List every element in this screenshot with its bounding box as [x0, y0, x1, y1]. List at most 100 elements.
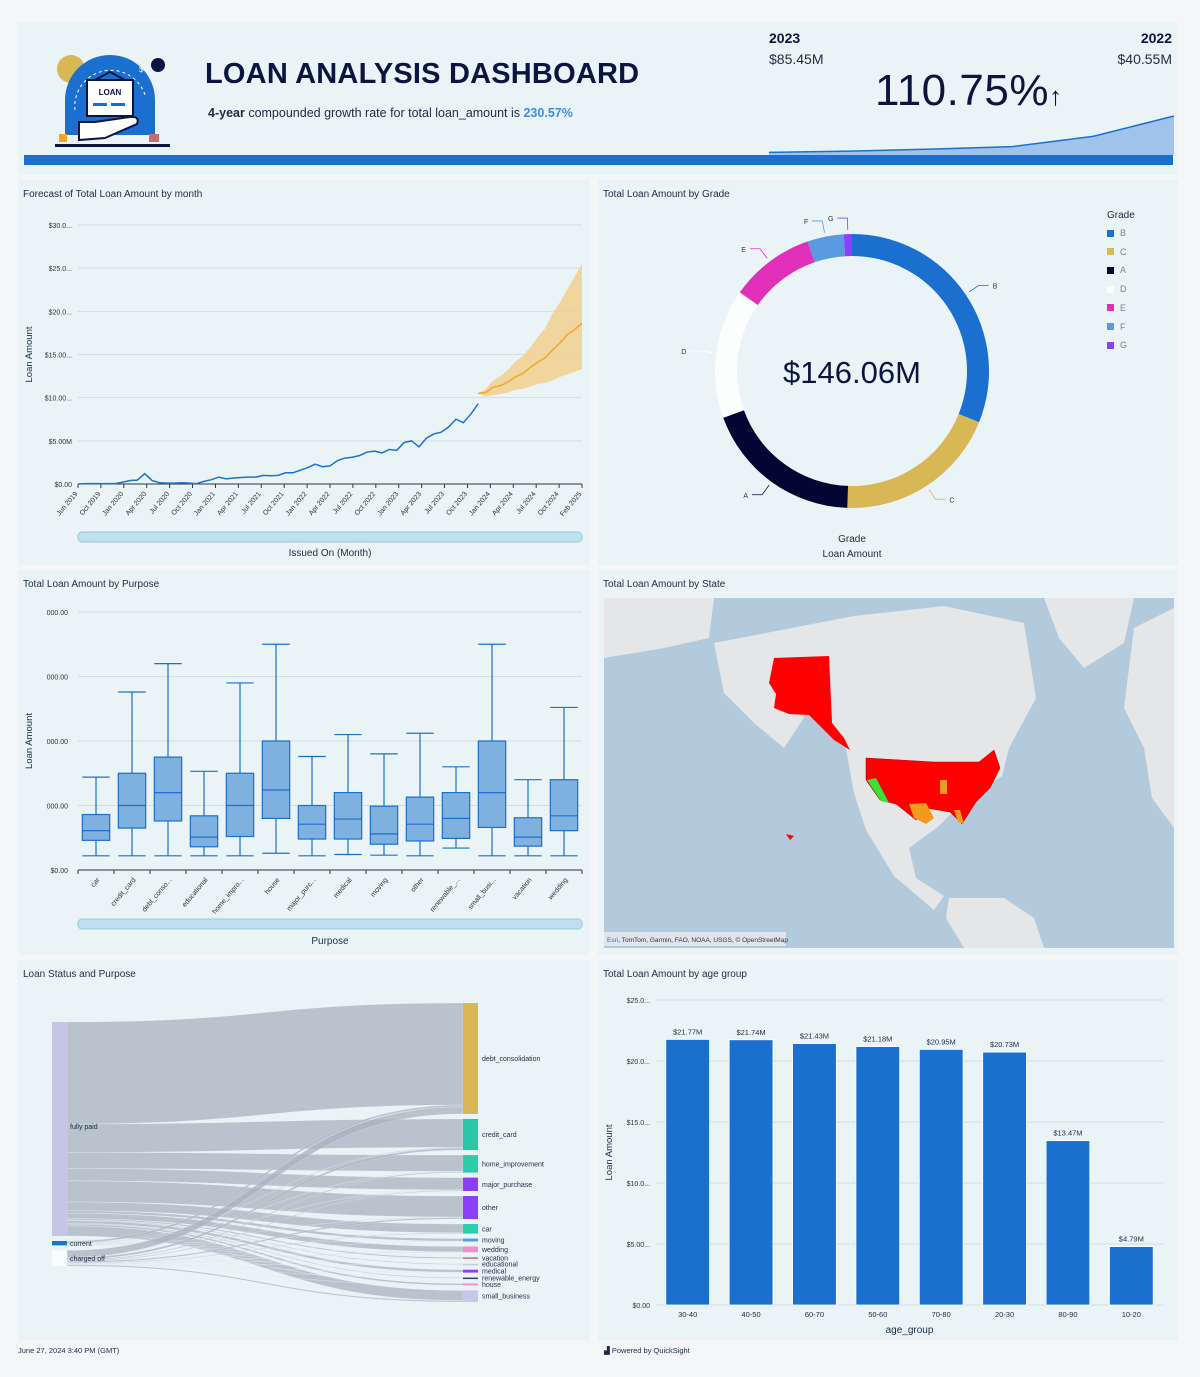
donut-x-label: Grade	[838, 534, 866, 545]
status-sankey-chart[interactable]: fully paid current charged off debt_consoli…	[18, 960, 590, 1340]
box-other[interactable]	[405, 796, 435, 842]
loan-logo: LOAN $	[55, 55, 170, 147]
box-credit_card[interactable]	[117, 772, 147, 829]
bar-40-50[interactable]	[728, 1039, 774, 1306]
legend-item-C[interactable]: C	[1107, 247, 1127, 257]
x-axis-label: Issued On (Month)	[289, 548, 372, 559]
sankey-target-node[interactable]	[463, 1196, 478, 1220]
sankey-target-label: other	[482, 1205, 499, 1212]
sankey-target-node[interactable]	[463, 1269, 478, 1273]
map-attribution-text: , TomTom, Garmin, FAO, NOAA, USGS, © Ope…	[618, 936, 788, 944]
donut-slice-G[interactable]	[843, 234, 852, 257]
grade-donut-chart[interactable]: B C A D E F G $146.06M Grade Loan Amount	[598, 180, 1098, 565]
donut-slice-E[interactable]	[739, 241, 815, 306]
sankey-target-node[interactable]	[463, 1238, 478, 1242]
x-tick-label: Jul 2021	[240, 491, 262, 516]
sankey-target-label: debt_consolidation	[482, 1056, 540, 1063]
sankey-target-label: major_purchase	[482, 1182, 532, 1189]
sankey-source-node[interactable]	[52, 1241, 67, 1246]
purpose-panel: Total Loan Amount by Purpose $0.00 000.00…	[18, 570, 590, 955]
y-tick-label: $10.0...	[627, 1181, 650, 1188]
legend-item-G[interactable]: G	[1107, 340, 1127, 350]
sankey-target-node[interactable]	[463, 1277, 478, 1280]
sankey-target-node[interactable]	[463, 1290, 478, 1302]
leader-line	[968, 284, 989, 293]
state-florida[interactable]	[954, 810, 964, 824]
state-alaska[interactable]	[769, 656, 850, 750]
range-slider[interactable]	[77, 531, 583, 543]
kpi-change: 110.75%↑	[875, 66, 1062, 116]
box-renewable_...[interactable]	[441, 792, 471, 839]
state-california[interactable]	[867, 778, 889, 803]
age-bar-chart[interactable]: $0.00 $5.00... $10.0... $15.0... $20.0... $25…	[598, 960, 1178, 1340]
box-educational[interactable]	[189, 815, 219, 848]
legend-item-A[interactable]: A	[1107, 265, 1126, 275]
sankey-source-node[interactable]	[52, 1022, 67, 1237]
bar-50-60[interactable]	[855, 1046, 901, 1306]
state-illinois[interactable]	[940, 780, 947, 794]
esri-link[interactable]: Esri	[607, 937, 618, 944]
box-moving[interactable]	[369, 805, 399, 845]
donut-slice-C[interactable]	[847, 413, 980, 509]
sankey-source-label: fully paid	[70, 1124, 98, 1131]
bar-10-20[interactable]	[1109, 1246, 1154, 1306]
state-hawaii[interactable]	[786, 834, 794, 840]
header-accent-bar	[24, 155, 1173, 165]
state-map[interactable]: Esri, TomTom, Garmin, FAO, NOAA, USGS, ©…	[604, 598, 1174, 948]
sankey-target-label: moving	[482, 1238, 505, 1245]
sankey-source-node[interactable]	[52, 1250, 67, 1266]
sankey-target-node[interactable]	[463, 1003, 478, 1114]
donut-slice-A[interactable]	[723, 410, 849, 508]
x-tick-label: house	[264, 877, 282, 896]
donut-slice-B[interactable]	[852, 234, 989, 423]
bar-30-40[interactable]	[665, 1039, 710, 1306]
box-debt_conso...[interactable]	[153, 756, 183, 822]
bar-20-30[interactable]	[982, 1051, 1027, 1306]
kpi-current-label: 2023	[769, 30, 801, 46]
sankey-target-node[interactable]	[463, 1224, 478, 1234]
box-vacation[interactable]	[513, 817, 543, 847]
state-texas[interactable]	[909, 803, 934, 824]
sankey-flow	[66, 1118, 464, 1153]
sankey-target-node[interactable]	[463, 1283, 478, 1286]
box-car[interactable]	[81, 813, 111, 841]
x-tick-label: Apr 2020	[125, 491, 149, 517]
bar-80-90[interactable]	[1045, 1140, 1091, 1306]
bar-70-80[interactable]	[918, 1049, 964, 1306]
box-medical[interactable]	[333, 792, 363, 840]
purpose-box-chart[interactable]: $0.00 000.00 000.00 000.00 000.00 car credit_c…	[18, 570, 590, 955]
donut-slice-F[interactable]	[807, 234, 846, 263]
donut-slice-D[interactable]	[715, 292, 758, 418]
sankey-target-node[interactable]	[463, 1263, 478, 1266]
powered-by-text: Powered by QuickSight	[611, 1346, 690, 1355]
leader-line	[837, 217, 849, 231]
box-small_busi...[interactable]	[477, 740, 507, 829]
x-tick-label: 30-40	[678, 1310, 697, 1319]
box-house[interactable]	[261, 740, 291, 820]
sankey-target-node[interactable]	[463, 1257, 478, 1259]
donut-total: $146.06M	[783, 355, 921, 390]
grade-title: Total Loan Amount by Grade	[603, 189, 730, 200]
x-tick-label: Apr 2022	[308, 491, 332, 517]
sankey-flow	[66, 1152, 464, 1172]
header-panel: LOAN $ LOAN ANALYSIS DASHBOARD 4-year co…	[18, 22, 1178, 175]
legend-item-F[interactable]: F	[1107, 322, 1126, 332]
status-title: Loan Status and Purpose	[23, 969, 136, 980]
bar-data-label: $21.74M	[736, 1028, 765, 1037]
x-tick-label: Apr 2024	[491, 491, 515, 517]
sankey-target-node[interactable]	[463, 1177, 478, 1192]
forecast-chart[interactable]: $0.00 $5.00M $10.00... $15.00... $20.0... $25…	[18, 180, 590, 565]
legend-label: C	[1120, 246, 1127, 257]
box-major_purc...[interactable]	[297, 804, 327, 840]
y-tick-label: $20.0...	[627, 1059, 650, 1066]
bar-60-70[interactable]	[792, 1043, 837, 1306]
sankey-target-node[interactable]	[463, 1246, 478, 1253]
box-home_impro...[interactable]	[225, 772, 255, 838]
legend-item-B[interactable]: B	[1107, 228, 1126, 238]
sankey-target-node[interactable]	[463, 1118, 478, 1151]
sankey-target-node[interactable]	[463, 1155, 478, 1173]
legend-item-D[interactable]: D	[1107, 284, 1127, 294]
range-slider[interactable]	[77, 918, 583, 930]
legend-item-E[interactable]: E	[1107, 303, 1126, 313]
box-wedding[interactable]	[549, 779, 579, 832]
